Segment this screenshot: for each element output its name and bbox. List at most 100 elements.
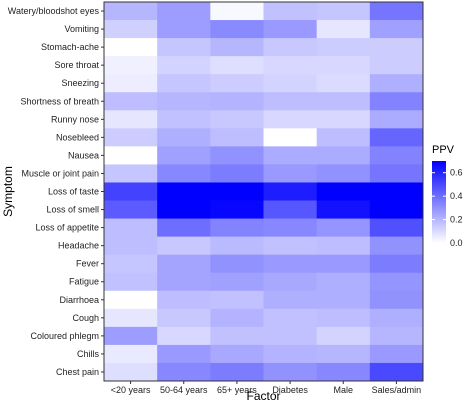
heatmap-cell [104, 200, 158, 219]
heatmap-cell [316, 218, 371, 238]
heatmap-cell [104, 290, 158, 310]
heatmap-cell [263, 200, 318, 219]
y-tick-label: Stomach-ache [41, 42, 99, 52]
heatmap-cell [210, 56, 264, 75]
heatmap-cell [210, 110, 264, 129]
heatmap-cell [157, 326, 211, 346]
heatmap-cell [316, 74, 371, 93]
legend-tick-label: 0.0 [450, 238, 463, 248]
heatmap-cell [369, 74, 424, 93]
heatmap-cell [263, 290, 318, 310]
heatmap-cell [263, 38, 318, 57]
x-tick-labels: <20 years 50-64 years 65+ years Diabetes Mal… [111, 381, 421, 395]
heatmap-cell [369, 236, 424, 256]
heatmap-cell [316, 164, 371, 183]
y-tick-label: Vomiting [64, 24, 99, 34]
y-tick-label: Nosebleed [56, 132, 99, 142]
heatmap-cell [104, 326, 158, 346]
heatmap-cell [104, 362, 158, 382]
legend-tick-label: 0.6 [450, 168, 463, 178]
legend-colorbar [432, 161, 446, 243]
heatmap-cell [104, 164, 158, 183]
heatmap-cell [263, 236, 318, 256]
heatmap-cell [210, 182, 264, 201]
heatmap-cell [104, 56, 158, 75]
heatmap-cell [316, 200, 371, 219]
y-tick-label: Chills [77, 349, 100, 359]
heatmap-cell [157, 2, 211, 21]
heatmap-cell [210, 2, 264, 21]
heatmap-cell [263, 182, 318, 201]
heatmap-cell [157, 236, 211, 256]
y-tick-label: Chest pain [56, 367, 99, 377]
heatmap-cell [369, 56, 424, 75]
heatmap-cell [263, 2, 318, 21]
heatmap-cell [210, 362, 264, 382]
heatmap-cell [104, 254, 158, 274]
heatmap-cell [157, 200, 211, 219]
heatmap-cell [369, 146, 424, 165]
heatmap-cell [263, 74, 318, 93]
heatmap-cell [263, 92, 318, 111]
heatmap-cell [210, 164, 264, 183]
heatmap-cell [157, 182, 211, 201]
y-tick-label: Muscle or joint pain [21, 168, 99, 178]
heatmap-cell [316, 236, 371, 256]
heatmap-cell [104, 74, 158, 93]
heatmap-cell [210, 20, 264, 39]
heatmap-cell [157, 218, 211, 238]
heatmap-cell [210, 74, 264, 93]
heatmap-cell [210, 272, 264, 292]
y-tick-label: Sneezing [61, 78, 99, 88]
heatmap-cell [157, 92, 211, 111]
x-tick-label: Sales/admin [372, 385, 422, 395]
heatmap-cell [263, 326, 318, 346]
heatmap-cell [157, 164, 211, 183]
x-axis-title: Factor [246, 389, 280, 403]
y-tick-label: Watery/bloodshot eyes [8, 6, 100, 16]
heatmap-cell [369, 344, 424, 364]
heatmap-cell [369, 290, 424, 310]
heatmap-cell [157, 74, 211, 93]
heatmap-cell [210, 236, 264, 256]
heatmap-cell [316, 326, 371, 346]
heatmap-cell [369, 128, 424, 147]
heatmap-cell [316, 272, 371, 292]
heatmap-cell [316, 110, 371, 129]
y-tick-label: Fever [76, 259, 99, 269]
legend-ticks: 0.6 0.4 0.2 0.0 [432, 168, 463, 248]
heatmap-cell [369, 182, 424, 201]
x-tick-label: Male [333, 385, 353, 395]
y-tick-label: Loss of smell [46, 205, 99, 215]
heatmap-cell [316, 128, 371, 147]
heatmap-cell [157, 128, 211, 147]
y-tick-label: Shortness of breath [20, 96, 99, 106]
heatmap-cell [369, 218, 424, 238]
plot-panel-border [103, 1, 424, 382]
y-axis-title: Symptom [1, 166, 15, 217]
heatmap-cell [263, 218, 318, 238]
heatmap-cell [369, 20, 424, 39]
heatmap-cell [104, 20, 158, 39]
x-tick-label: 65+ years [217, 385, 257, 395]
heatmap-cell [316, 290, 371, 310]
heatmap-cell [316, 362, 371, 382]
heatmap-cell [210, 146, 264, 165]
heatmap-cell [316, 92, 371, 111]
heatmap-cell [210, 254, 264, 274]
y-tick-label: Sore throat [54, 60, 99, 70]
y-tick-label: Loss of taste [48, 187, 99, 197]
heatmap-cell [316, 254, 371, 274]
heatmap-cell [263, 272, 318, 292]
y-tick-label: Cough [72, 313, 99, 323]
heatmap-cell [104, 2, 158, 21]
heatmap-cell [369, 110, 424, 129]
heatmap-cells [104, 2, 424, 382]
heatmap-cell [157, 254, 211, 274]
heatmap-cell [263, 164, 318, 183]
heatmap-cell [369, 308, 424, 328]
heatmap-cell [104, 344, 158, 364]
heatmap-cell [316, 182, 371, 201]
heatmap-cell [104, 182, 158, 201]
heatmap-cell [157, 56, 211, 75]
